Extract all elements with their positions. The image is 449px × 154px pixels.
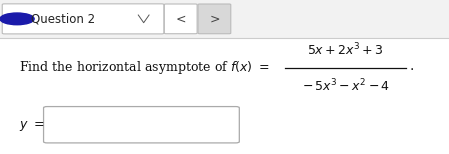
Text: <: <	[176, 12, 186, 25]
FancyBboxPatch shape	[198, 4, 231, 34]
Circle shape	[0, 13, 34, 25]
FancyBboxPatch shape	[164, 4, 197, 34]
Text: $y\ =$: $y\ =$	[19, 119, 44, 133]
Text: Question 2: Question 2	[31, 12, 95, 25]
FancyBboxPatch shape	[2, 4, 164, 34]
Text: >: >	[209, 12, 220, 25]
Text: Find the horizontal asymptote of $f(x)\ =$: Find the horizontal asymptote of $f(x)\ …	[19, 59, 269, 76]
Bar	[0, 0, 449, 38]
Text: $5x + 2x^3 + 3$: $5x + 2x^3 + 3$	[307, 41, 384, 58]
Text: .: .	[410, 59, 414, 73]
Text: $-\,5x^3 - x^2 - 4$: $-\,5x^3 - x^2 - 4$	[302, 77, 390, 94]
FancyBboxPatch shape	[44, 107, 239, 143]
